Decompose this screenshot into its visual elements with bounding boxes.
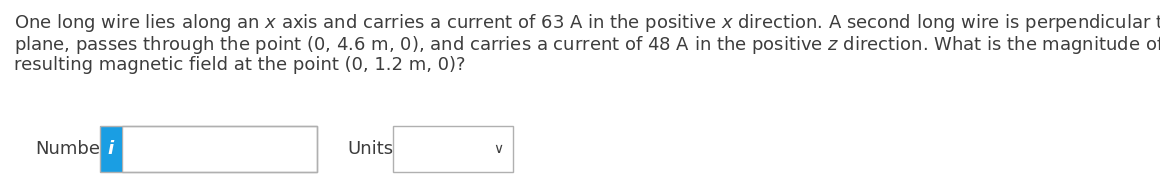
FancyBboxPatch shape bbox=[122, 126, 317, 172]
Text: One long wire lies along an $x$ axis and carries a current of 63 A in the positi: One long wire lies along an $x$ axis and… bbox=[14, 12, 1160, 34]
FancyBboxPatch shape bbox=[393, 126, 513, 172]
Text: ∨: ∨ bbox=[493, 142, 503, 156]
Text: Number: Number bbox=[35, 140, 108, 158]
Text: plane, passes through the point (0, 4.6 m, 0), and carries a current of 48 A in : plane, passes through the point (0, 4.6 … bbox=[14, 34, 1160, 56]
FancyBboxPatch shape bbox=[100, 126, 122, 172]
Text: i: i bbox=[108, 140, 114, 158]
Text: Units: Units bbox=[347, 140, 393, 158]
Text: resulting magnetic field at the point (0, 1.2 m, 0)?: resulting magnetic field at the point (0… bbox=[14, 56, 465, 74]
